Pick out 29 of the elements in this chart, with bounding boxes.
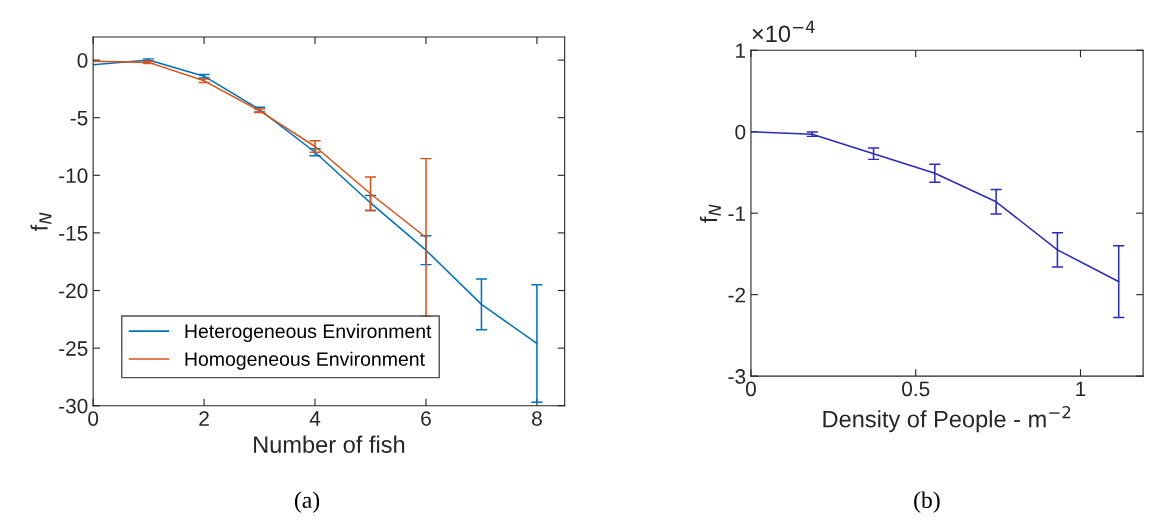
y-tick-label: -1 (728, 206, 746, 221)
y-axis-title: f$_{N}$ (30, 212, 52, 231)
legend-label: Homogeneous Environment (185, 351, 425, 370)
y-tick-label: -5 (70, 110, 88, 126)
x-tick-label: 8 (532, 411, 542, 426)
text: ×10$^{−4}$ (752, 20, 815, 43)
text: (a) (294, 491, 320, 513)
x-tick-label: 6 (421, 411, 431, 426)
y-axis-title: f$_{N}$ (699, 204, 721, 223)
y-tick-label: -3 (728, 369, 746, 384)
y-tick-label: 0 (735, 124, 746, 140)
x-axis-title: Number of fish (254, 435, 405, 453)
x-tick-label: 2 (199, 411, 209, 426)
x-tick-label: 1 (1076, 381, 1086, 397)
x-tick-label: 0.5 (902, 381, 930, 397)
x-tick-label: 4 (309, 411, 321, 426)
y-tick-label: -30 (59, 398, 88, 414)
legend-label: Heterogeneous Environment (185, 323, 432, 342)
x-tick-label: 0 (745, 381, 756, 397)
y-tick-label: 1 (736, 43, 746, 58)
x-axis-title: Density of People - m$^{−2}$ (823, 405, 1071, 433)
text: (b) (914, 491, 940, 513)
y-tick-label: -2 (728, 287, 746, 303)
x-tick-label: 0 (88, 411, 99, 426)
y-tick-label: -25 (59, 341, 88, 356)
y-tick-label: -10 (59, 168, 88, 184)
y-tick-label: -20 (59, 283, 88, 299)
y-tick-label: 0 (77, 53, 88, 68)
y-tick-label: -15 (59, 226, 88, 241)
